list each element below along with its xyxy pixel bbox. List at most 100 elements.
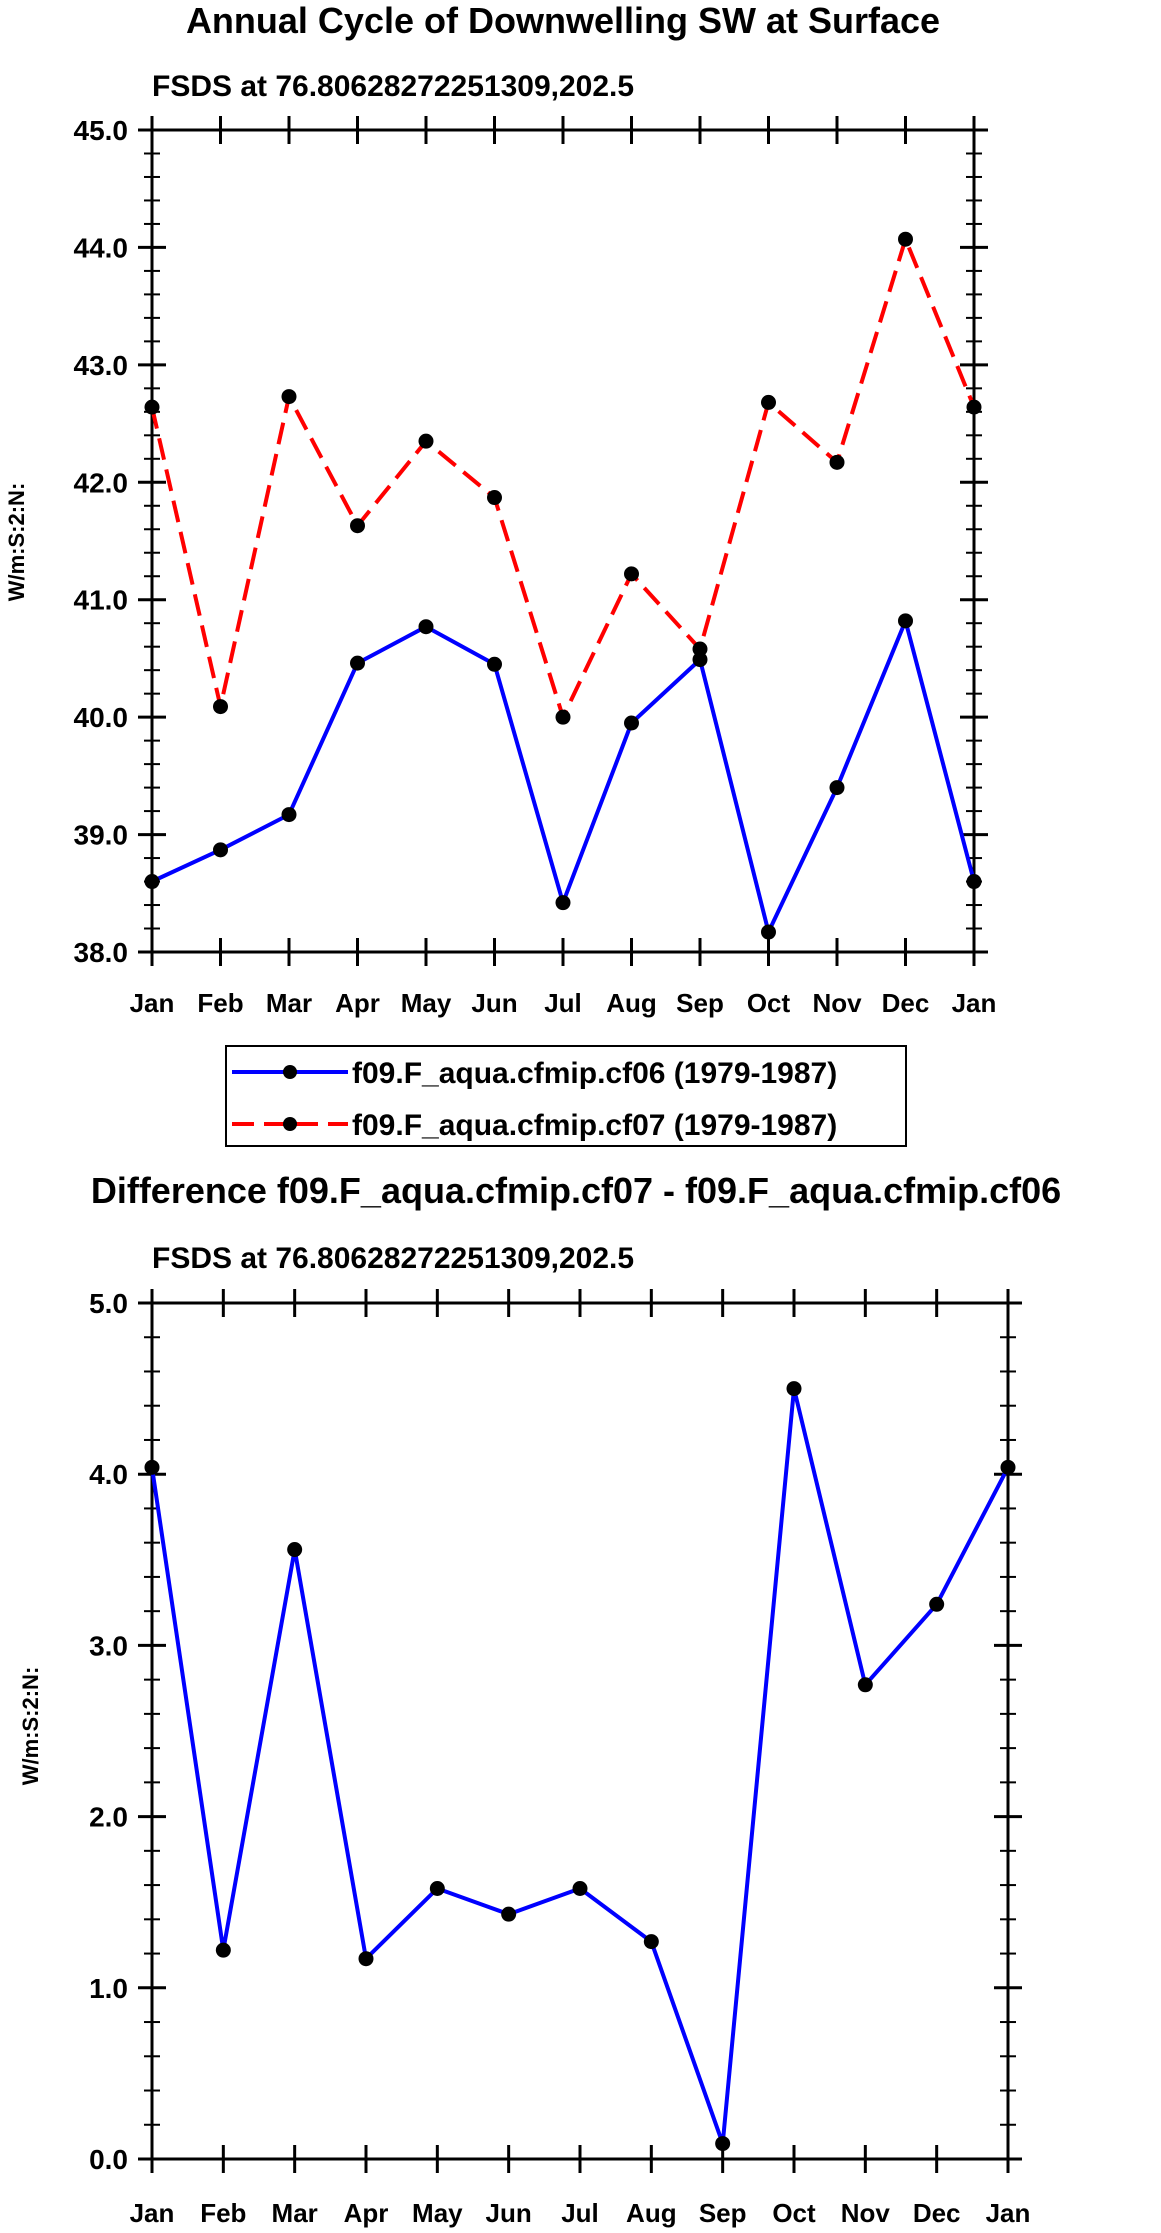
x-tick-label: Dec	[882, 988, 930, 1018]
data-point	[281, 389, 297, 405]
x-tick-label: Mar	[266, 988, 312, 1018]
chart-1-subtitle: FSDS at 76.80628272251309,202.5	[152, 70, 634, 103]
chart-1-series	[144, 231, 982, 940]
data-point	[429, 1881, 445, 1897]
legend-marker-series-1	[283, 1065, 297, 1079]
y-tick-label: 4.0	[89, 1459, 128, 1490]
legend-marker-series-2	[283, 1117, 297, 1131]
x-tick-label: Nov	[812, 988, 862, 1018]
data-point	[555, 895, 571, 911]
data-point	[287, 1542, 303, 1558]
x-tick-label: Jun	[486, 2198, 532, 2228]
data-point	[501, 1906, 517, 1922]
data-point	[966, 874, 982, 890]
series-line-1	[150, 1386, 1010, 2146]
data-point	[929, 1596, 945, 1612]
legend-box	[225, 1045, 907, 1147]
x-tick-label: Jan	[130, 988, 175, 1018]
data-point	[692, 641, 708, 657]
series-line-2	[150, 237, 976, 720]
data-point	[487, 490, 502, 506]
x-tick-label: Oct	[747, 988, 791, 1018]
chart-2-plot-frame	[150, 1301, 1010, 2161]
data-point	[898, 231, 913, 247]
x-tick-label: Oct	[772, 2198, 816, 2228]
data-point	[966, 399, 982, 415]
data-point	[555, 709, 571, 725]
y-tick-label: 45.0	[74, 115, 129, 146]
x-tick-label: Aug	[626, 2198, 677, 2228]
legend-label-series-2: f09.F_aqua.cfmip.cf07 (1979-1987)	[352, 1109, 837, 1142]
x-tick-label: Feb	[200, 2198, 246, 2228]
y-tick-label: 42.0	[74, 467, 129, 498]
data-point	[213, 699, 228, 715]
y-tick-label: 3.0	[89, 1630, 128, 1661]
data-point	[281, 807, 297, 823]
chart-2: Difference f09.F_aqua.cfmip.cf07 - f09.F…	[18, 1170, 1061, 2228]
data-point	[1000, 1459, 1016, 1475]
x-tick-label: Jul	[544, 988, 582, 1018]
x-tick-label: Jul	[561, 2198, 599, 2228]
y-tick-label: 5.0	[89, 1288, 128, 1319]
data-point	[624, 566, 639, 582]
data-point	[358, 1951, 374, 1967]
chart-2-ticks	[138, 1289, 1022, 2173]
x-tick-label: Apr	[335, 988, 380, 1018]
data-point	[350, 655, 365, 671]
data-point	[829, 780, 845, 796]
data-point	[572, 1881, 588, 1897]
data-point	[418, 619, 434, 635]
data-point	[213, 842, 228, 858]
chart-1-ticks	[138, 116, 988, 966]
data-point	[643, 1934, 659, 1950]
x-tick-label: Jan	[952, 988, 997, 1018]
legend-label-series-1: f09.F_aqua.cfmip.cf06 (1979-1987)	[352, 1057, 837, 1090]
y-tick-label: 40.0	[74, 702, 129, 733]
y-tick-label: 44.0	[74, 232, 129, 263]
data-point	[829, 454, 845, 470]
data-point	[144, 1459, 160, 1475]
data-point	[487, 656, 502, 672]
data-point	[761, 924, 776, 940]
data-point	[898, 613, 913, 629]
chart-1-title: Annual Cycle of Downwelling SW at Surfac…	[186, 0, 940, 41]
data-point	[857, 1677, 873, 1693]
chart-2-ylabel: W/m:S:2:N:	[18, 1667, 43, 1786]
x-tick-label: Jan	[986, 2198, 1031, 2228]
chart-1-y-tick-labels: 38.0 39.0 40.0 41.0 42.0 43.0 44.0 45.0	[74, 115, 129, 968]
data-point	[692, 652, 708, 668]
y-tick-label: 38.0	[74, 937, 129, 968]
x-tick-label: Dec	[913, 2198, 961, 2228]
y-tick-label: 41.0	[74, 585, 129, 616]
y-tick-label: 0.0	[89, 2144, 128, 2175]
x-tick-label: May	[412, 2198, 463, 2228]
chart-1-legend: f09.F_aqua.cfmip.cf06 (1979-1987) f09.F_…	[225, 1045, 907, 1147]
data-point	[786, 1381, 802, 1397]
x-tick-label: Nov	[841, 2198, 891, 2228]
x-tick-label: Feb	[197, 988, 243, 1018]
data-point	[215, 1942, 231, 1958]
x-tick-label: May	[401, 988, 452, 1018]
x-tick-label: Jun	[471, 988, 517, 1018]
chart-2-title: Difference f09.F_aqua.cfmip.cf07 - f09.F…	[91, 1170, 1061, 1211]
chart-1-ylabel: W/m:S:2:N:	[4, 483, 29, 602]
x-tick-label: Jan	[130, 2198, 175, 2228]
data-point	[624, 715, 639, 731]
series-line-1	[151, 618, 976, 934]
chart-2-y-tick-labels: 0.0 1.0 2.0 3.0 4.0 5.0	[89, 1288, 128, 2175]
chart-2-x-tick-labels: Jan Feb Mar Apr May Jun Jul Aug Sep Oct Nov Dec Jan	[130, 2198, 1031, 2228]
data-point	[144, 399, 160, 415]
chart-1-plot-frame	[150, 128, 976, 954]
y-tick-label: 2.0	[89, 1802, 128, 1833]
y-tick-label: 39.0	[74, 820, 129, 851]
chart-1: Annual Cycle of Downwelling SW at Surfac…	[4, 0, 997, 1147]
y-tick-label: 1.0	[89, 1973, 128, 2004]
chart-1-x-tick-labels: Jan Feb Mar Apr May Jun Jul Aug Sep Oct Nov Dec Jan	[130, 988, 997, 1018]
data-point	[144, 874, 160, 890]
chart-2-series	[144, 1381, 1016, 2152]
x-tick-label: Sep	[699, 2198, 747, 2228]
data-point	[761, 394, 776, 410]
data-point	[350, 518, 365, 534]
x-tick-label: Apr	[344, 2198, 389, 2228]
